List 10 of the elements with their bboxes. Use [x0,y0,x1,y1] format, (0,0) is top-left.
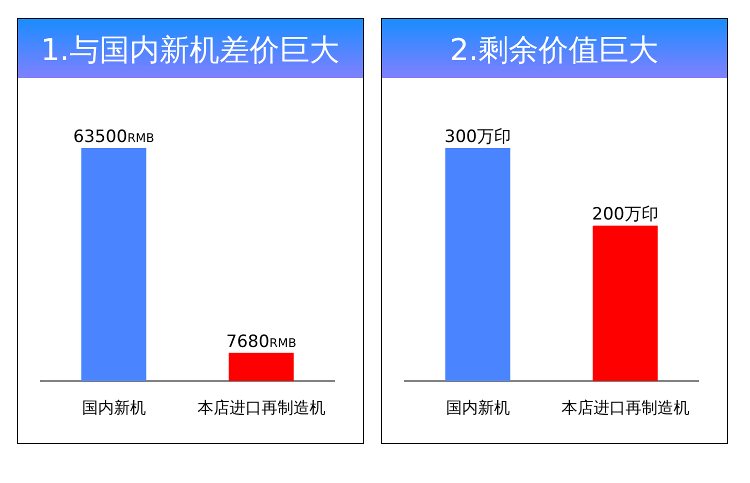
x-tick-label: 本店进口再制造机 [197,398,326,417]
chart-title: 1.与国内新机差价巨大 [40,33,340,68]
data-label: 200万印 [592,204,658,225]
data-label: 63500RMB [73,127,154,147]
x-tick-label: 国内新机 [446,398,510,417]
x-tick-label: 国内新机 [82,398,146,417]
chart-title: 2.剩余价值巨大 [450,33,658,68]
data-label: 7680RMB [226,332,296,352]
data-label: 300万印 [444,127,511,147]
x-tick-label: 本店进口再制造机 [561,398,690,417]
